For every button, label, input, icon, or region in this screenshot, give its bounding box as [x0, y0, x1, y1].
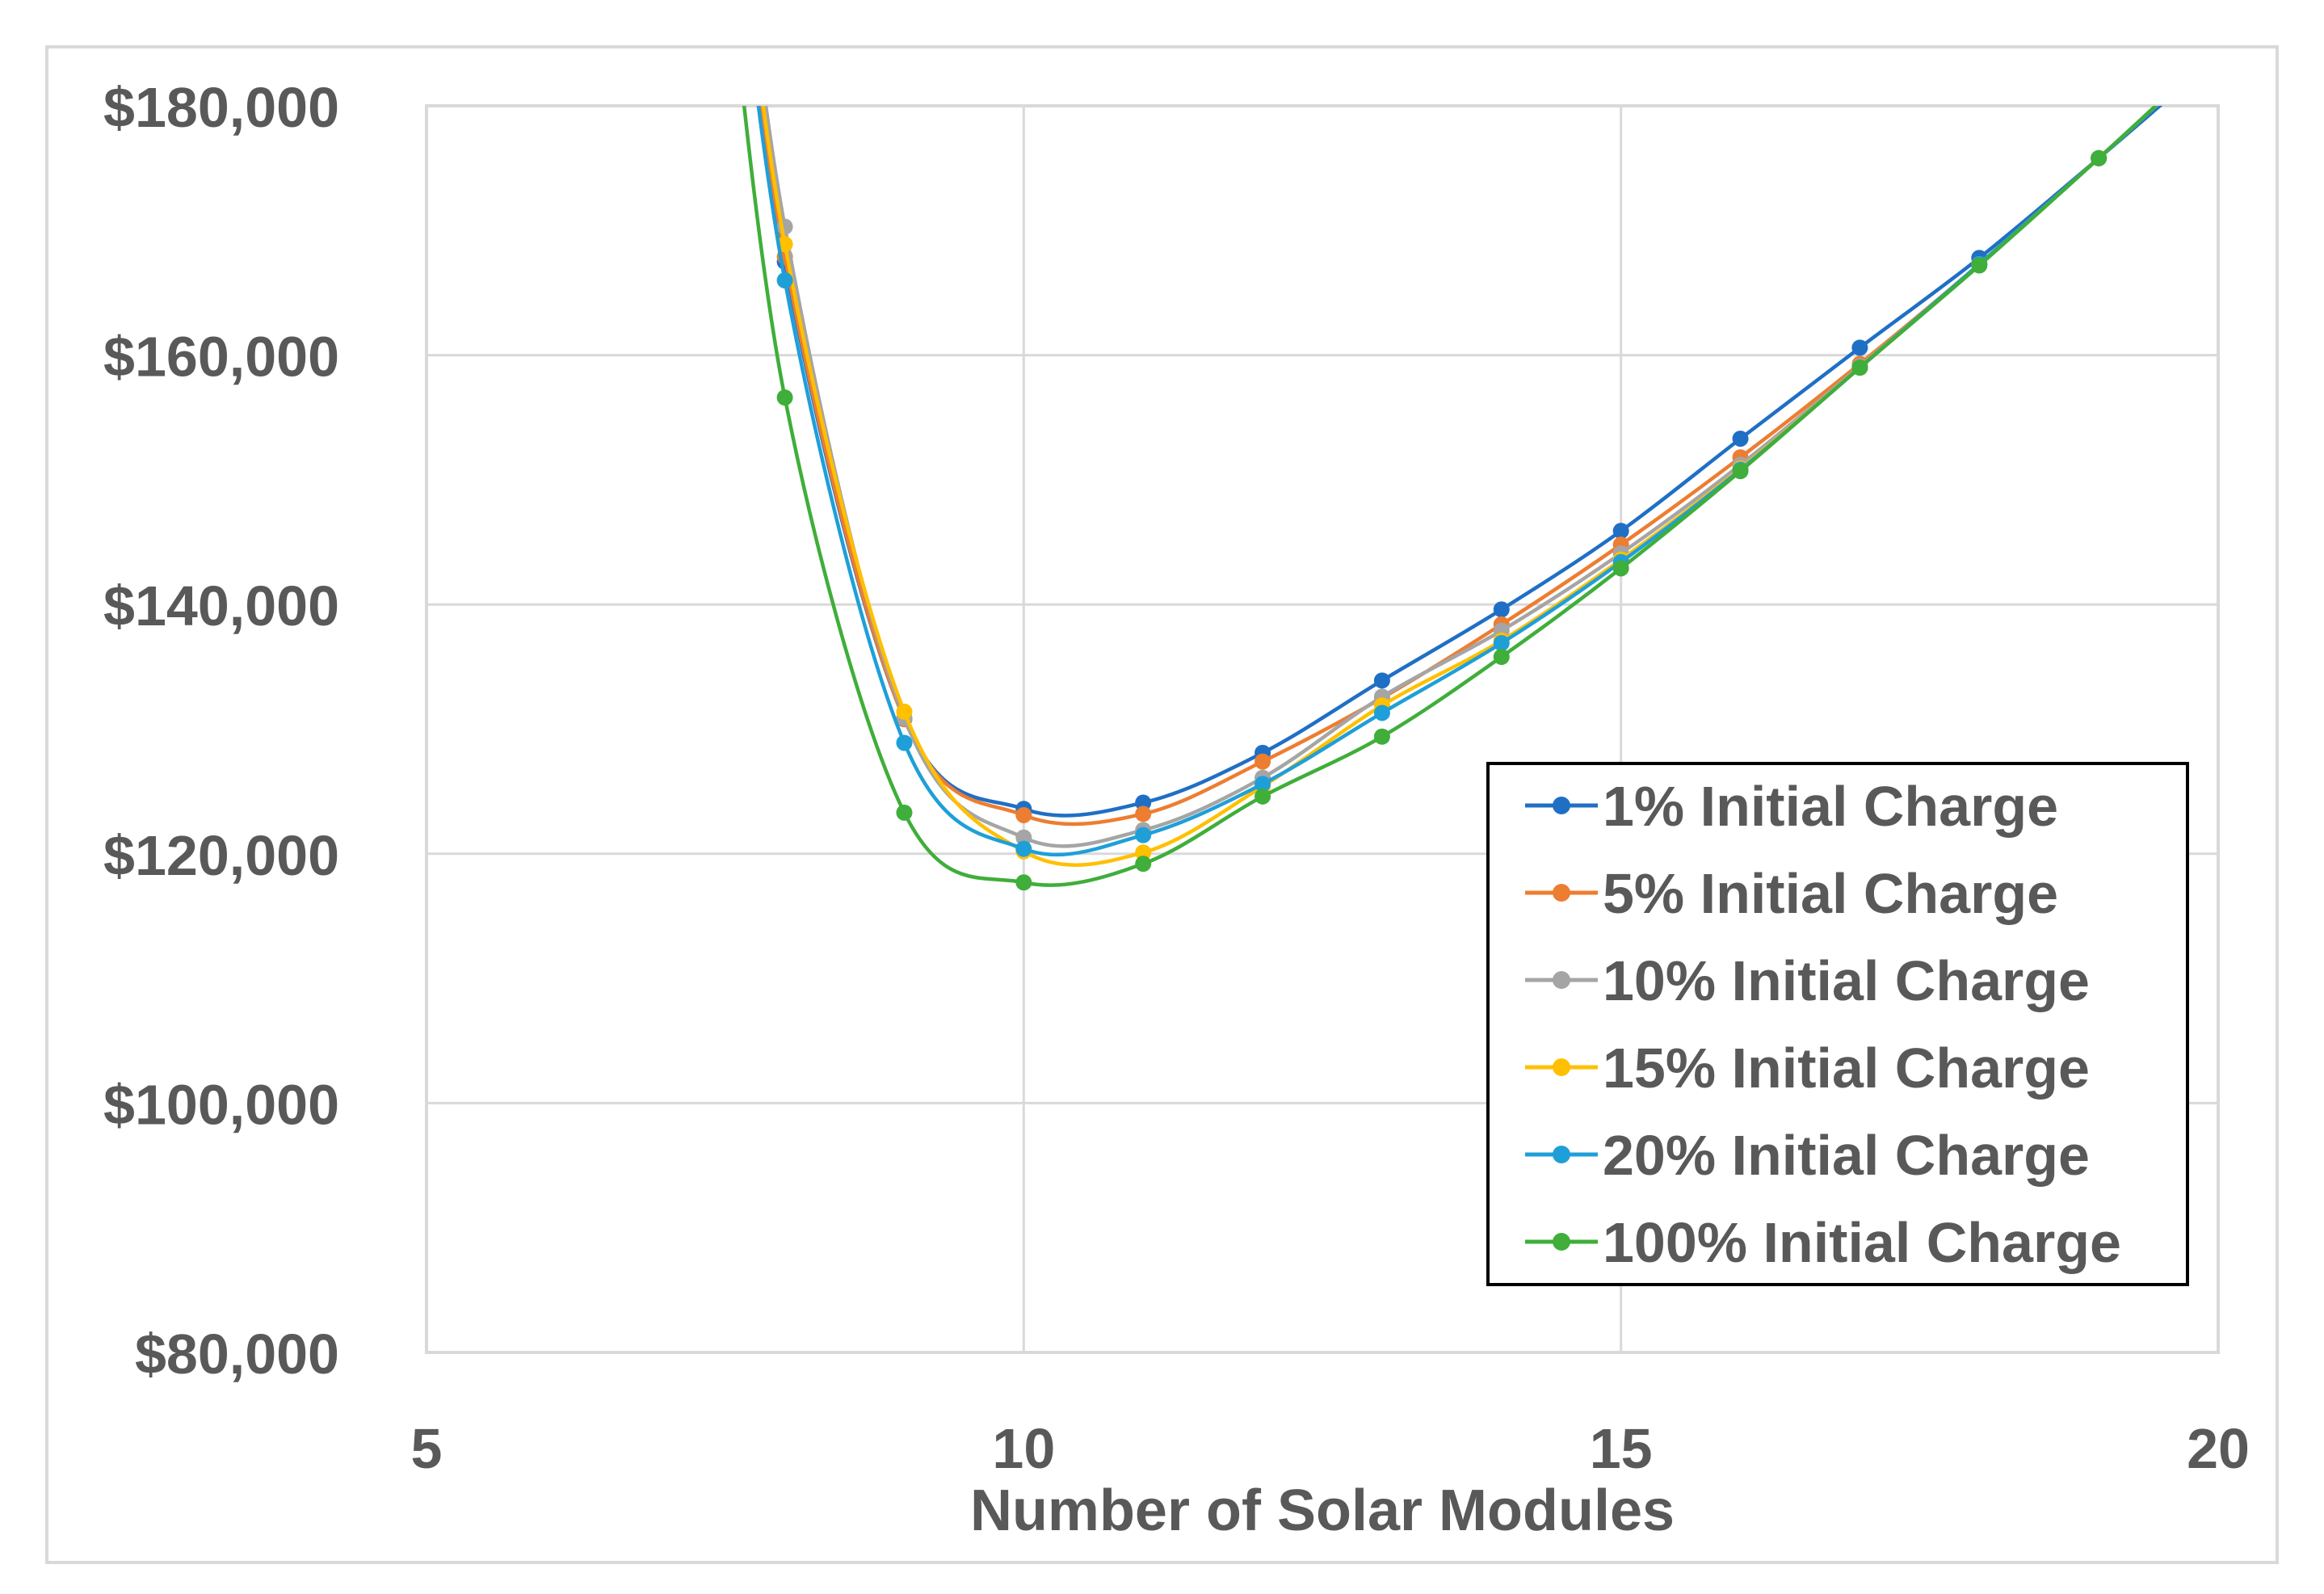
- data-point: [1851, 360, 1868, 376]
- legend-label: 20% Initial Charge: [1603, 1124, 2090, 1187]
- legend-entry: 15% Initial Charge: [1525, 1037, 2090, 1100]
- data-point: [776, 272, 793, 289]
- legend-swatch-marker: [1553, 1058, 1570, 1076]
- y-tick-label: $100,000: [103, 1073, 339, 1136]
- x-axis-tick-labels: 5 10 15 20: [411, 1417, 2250, 1480]
- data-point: [1851, 339, 1868, 356]
- legend-swatch-marker: [1553, 1146, 1570, 1163]
- data-point: [1254, 776, 1271, 793]
- y-tick-label: $120,000: [103, 824, 339, 887]
- y-tick-label: $140,000: [103, 574, 339, 637]
- legend-entry: 5% Initial Charge: [1525, 862, 2058, 925]
- data-point: [1612, 523, 1629, 540]
- legend-box: [1486, 762, 2189, 1286]
- data-point: [1493, 635, 1510, 652]
- data-point: [1015, 874, 1032, 891]
- data-point: [896, 703, 913, 720]
- plot-area-border: [425, 104, 2220, 1354]
- data-point: [1612, 560, 1629, 577]
- legend-entry: 20% Initial Charge: [1525, 1124, 2090, 1187]
- y-axis-tick-labels: $80,000 $100,000 $120,000 $140,000 $160,000 $…: [103, 76, 339, 1386]
- y-tick-label: $80,000: [135, 1323, 339, 1386]
- data-point: [1254, 788, 1271, 805]
- data-point: [2091, 149, 2108, 166]
- data-point: [1373, 672, 1390, 689]
- data-point: [1135, 805, 1152, 822]
- data-point: [1135, 856, 1152, 873]
- data-point: [1732, 463, 1749, 480]
- data-point: [1732, 430, 1749, 447]
- x-tick-label: 10: [992, 1417, 1055, 1480]
- y-tick-label: $180,000: [103, 76, 339, 139]
- data-point: [1135, 844, 1152, 861]
- legend-label: 15% Initial Charge: [1603, 1037, 2090, 1100]
- data-point: [1971, 257, 1988, 274]
- legend-swatch-marker: [1553, 797, 1570, 814]
- legend-swatch-marker: [1553, 884, 1570, 902]
- data-point: [1135, 794, 1152, 811]
- x-axis-title: Number of Solar Modules: [970, 1478, 1675, 1543]
- data-point: [1015, 829, 1032, 846]
- x-tick-label: 20: [2187, 1417, 2250, 1480]
- legend-label: 1% Initial Charge: [1603, 775, 2058, 838]
- series-6: [742, 106, 2158, 891]
- legend-entry: 10% Initial Charge: [1525, 949, 2090, 1012]
- legend-label: 100% Initial Charge: [1603, 1211, 2121, 1274]
- data-point: [1254, 753, 1271, 770]
- data-point: [1373, 704, 1390, 721]
- data-point: [896, 734, 913, 751]
- data-point: [1493, 649, 1510, 666]
- series-group: [742, 106, 2163, 891]
- data-point: [1015, 806, 1032, 823]
- data-point: [1493, 601, 1510, 618]
- legend-entry: 100% Initial Charge: [1525, 1211, 2121, 1274]
- data-point: [1135, 826, 1152, 843]
- legend-swatch-marker: [1553, 971, 1570, 989]
- data-point: [776, 389, 793, 406]
- y-tick-label: $160,000: [103, 326, 339, 389]
- data-point: [1373, 728, 1390, 745]
- data-point: [1015, 840, 1032, 857]
- legend-swatch-marker: [1553, 1233, 1570, 1251]
- legend-label: 10% Initial Charge: [1603, 949, 2090, 1012]
- data-point: [896, 804, 913, 821]
- x-tick-label: 15: [1590, 1417, 1653, 1480]
- legend-entry: 1% Initial Charge: [1525, 775, 2058, 838]
- x-tick-label: 5: [411, 1417, 443, 1480]
- legend-label: 5% Initial Charge: [1603, 862, 2058, 925]
- legend: 1% Initial Charge 5% Initial Charge 10% In…: [1486, 762, 2189, 1286]
